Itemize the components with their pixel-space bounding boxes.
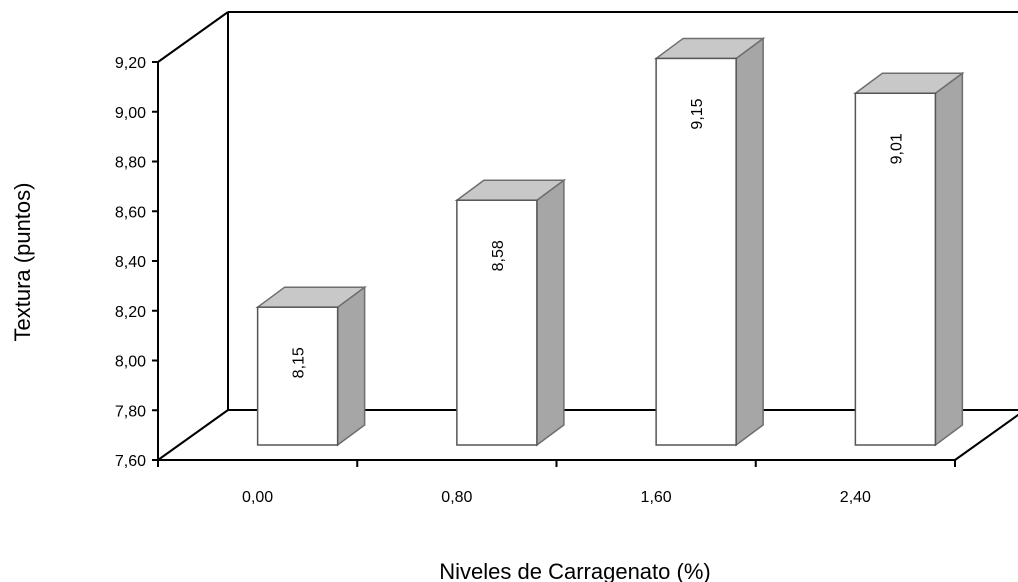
bar-0,00: 8,15 xyxy=(255,285,367,447)
x-axis-title: Niveles de Carragenato (%) xyxy=(439,559,710,582)
y-tick-label: 8,80 xyxy=(115,155,146,172)
bar-front-face xyxy=(854,92,937,446)
y-tick-label: 8,20 xyxy=(115,304,146,321)
bar-2,40: 9,01 xyxy=(853,71,965,447)
bar-front-face xyxy=(655,57,737,446)
bar-side-face xyxy=(336,285,366,447)
y-tick-label: 8,60 xyxy=(115,204,146,221)
y-tick-label: 8,00 xyxy=(115,354,146,371)
floor-right-edge xyxy=(954,413,1018,461)
bar-data-label: 8,58 xyxy=(490,240,507,271)
bar-1,60: 9,15 xyxy=(653,36,766,447)
y-tick-label: 9,20 xyxy=(115,55,146,72)
y-axis-title: Textura (puntos) xyxy=(10,183,35,342)
y-tick-label: 9,00 xyxy=(115,105,146,122)
y-axis: 7,60 7,80 8,00 8,20 8,40 8,60 8,80 9,00 9,20 xyxy=(115,55,159,470)
bar-side-face xyxy=(735,36,764,447)
x-tick-label: 1,60 xyxy=(641,489,672,506)
y-tick-label: 7,60 xyxy=(115,453,146,470)
bar-data-label: 8,15 xyxy=(291,347,308,378)
bar-data-label: 9,01 xyxy=(888,133,905,164)
side-wall-top-edge xyxy=(157,11,229,63)
y-tick-label: 8,40 xyxy=(115,254,146,271)
bar-side-face xyxy=(934,71,964,447)
bar-side-face xyxy=(536,178,565,447)
x-tick-label: 0,00 xyxy=(242,489,273,506)
bars-group: 8,15 8,58 9,15 9,01 xyxy=(255,36,965,447)
y-tick-label: 7,80 xyxy=(115,403,146,420)
bar-front-face xyxy=(456,199,538,446)
x-tick-label: 2,40 xyxy=(840,489,871,506)
x-axis: 0,00 0,80 1,60 2,40 xyxy=(157,459,956,506)
bar-front-face xyxy=(256,306,339,446)
x-tick-label: 0,80 xyxy=(441,489,472,506)
bar-data-label: 9,15 xyxy=(689,98,706,129)
bar-0,80: 8,58 xyxy=(454,178,567,447)
floor-left-edge xyxy=(157,409,229,461)
